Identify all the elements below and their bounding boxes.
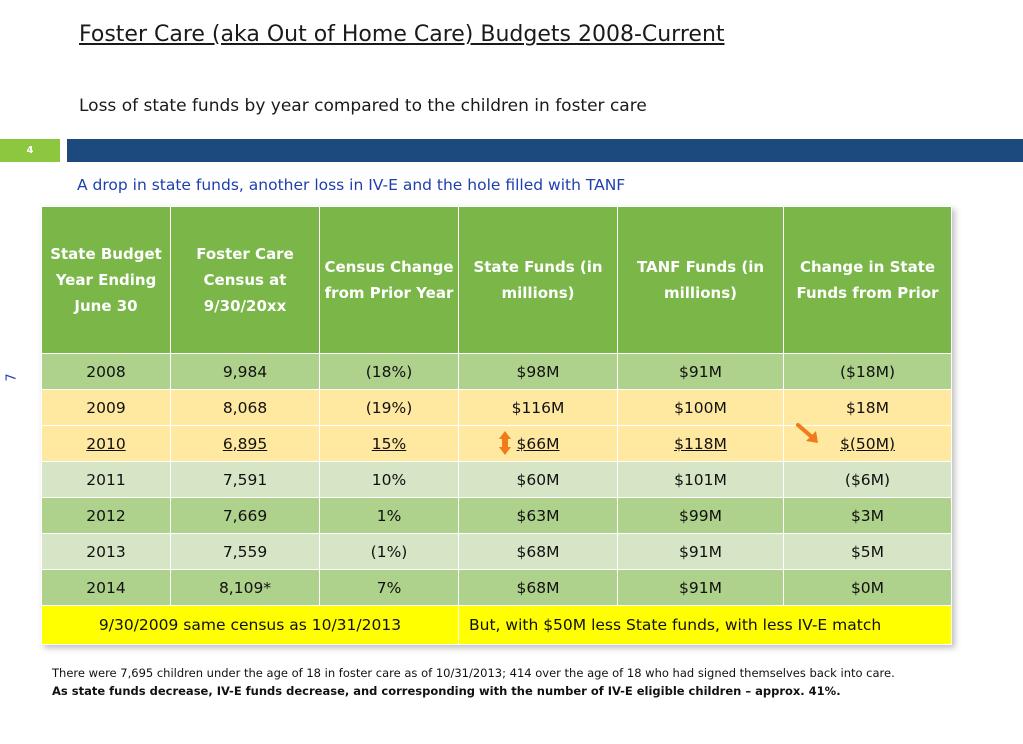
header-state-change: Change in State Funds from Prior [783,206,952,354]
cell-census: 8,068 [170,389,320,426]
header-census-change: Census Change from Prior Year [319,206,459,354]
cell-state: $98M [458,353,618,390]
footnote-line-1: There were 7,695 children under the age … [52,666,895,680]
table-row: 2008 9,984 (18%) $98M $91M ($18M) [41,353,952,390]
cell-tanf: $91M [617,533,784,570]
summary-left: 9/30/2009 same census as 10/31/2013 [41,605,459,645]
cell-year-value: 2010 [86,434,126,453]
header-budget-year: State Budget Year Ending June 30 [41,206,171,354]
cell-tanf: $91M [617,353,784,390]
cell-year: 2009 [41,389,171,426]
header-state-funds: State Funds (in millions) [458,206,618,354]
cell-state: $60M [458,461,618,498]
slide-subtitle: Loss of state funds by year compared to … [79,96,647,116]
cell-year: 2010 [41,425,171,462]
cell-census-value: 6,895 [222,434,268,453]
cell-census: 7,591 [170,461,320,498]
cell-tanf: $100M [617,389,784,426]
up-down-arrow-icon [498,430,511,455]
cell-tanf: $91M [617,569,784,606]
down-right-arrow-icon [795,422,818,443]
footnote: There were 7,695 children under the age … [52,664,952,700]
cell-state: $66M [458,425,618,462]
cell-delta: $3M [783,497,952,534]
cell-delta: ($18M) [783,353,952,390]
table-row: 2013 7,559 (1%) $68M $91M $5M [41,533,952,570]
cell-change: (18%) [319,353,459,390]
cell-tanf: $118M [617,425,784,462]
cell-change: (19%) [319,389,459,426]
table-row: 2010 6,895 15% $66M $118M [41,422,952,462]
table-header-row: State Budget Year Ending June 30 Foster … [41,206,952,354]
cell-delta: $18M [783,389,952,426]
cell-year: 2014 [41,569,171,606]
cell-change: (1%) [319,533,459,570]
table-row: 2012 7,669 1% $63M $99M $3M [41,497,952,534]
side-mark: 7 [4,373,20,382]
cell-change: 7% [319,569,459,606]
header-census: Foster Care Census at 9/30/20xx [170,206,320,354]
slide-number-badge: 4 [0,139,60,162]
cell-state: $116M [458,389,618,426]
cell-change: 10% [319,461,459,498]
cell-change-value: 15% [371,434,407,453]
cell-change: 15% [319,425,459,462]
summary-right: But, with $50M less State funds, with le… [458,605,952,645]
cell-year: 2013 [41,533,171,570]
table-row: 2009 8,068 (19%) $116M $100M $18M [41,389,952,426]
slide-title: Foster Care (aka Out of Home Care) Budge… [79,22,725,47]
table-caption: A drop in state funds, another loss in I… [77,176,626,194]
cell-tanf: $101M [617,461,784,498]
table-row: 2014 8,109* 7% $68M $91M $0M [41,569,952,606]
cell-census: 7,669 [170,497,320,534]
cell-tanf: $99M [617,497,784,534]
cell-state: $68M [458,533,618,570]
cell-change: 1% [319,497,459,534]
cell-delta: $0M [783,569,952,606]
delta-arrow-wrap: $(50M) [795,422,896,453]
cell-census: 6,895 [170,425,320,462]
budget-table: State Budget Year Ending June 30 Foster … [41,206,952,645]
cell-delta: $5M [783,533,952,570]
cell-census: 7,559 [170,533,320,570]
cell-year: 2012 [41,497,171,534]
table-row: 2011 7,591 10% $60M $101M ($6M) [41,461,952,498]
header-tanf-funds: TANF Funds (in millions) [617,206,784,354]
cell-year: 2011 [41,461,171,498]
cell-census: 8,109* [170,569,320,606]
cell-state: $68M [458,569,618,606]
footnote-line-2: As state funds decrease, IV-E funds decr… [52,684,841,698]
cell-state-value: $66M [516,434,560,453]
header-divider-bar [67,139,1023,162]
cell-delta-value: $(50M) [839,434,896,453]
cell-tanf-value: $118M [674,434,727,453]
cell-state: $63M [458,497,618,534]
cell-year: 2008 [41,353,171,390]
summary-row: 9/30/2009 same census as 10/31/2013 But,… [41,605,952,645]
cell-delta: ($6M) [783,461,952,498]
cell-delta: $(50M) [783,422,952,462]
cell-census: 9,984 [170,353,320,390]
state-arrow-wrap: $66M [498,430,560,455]
